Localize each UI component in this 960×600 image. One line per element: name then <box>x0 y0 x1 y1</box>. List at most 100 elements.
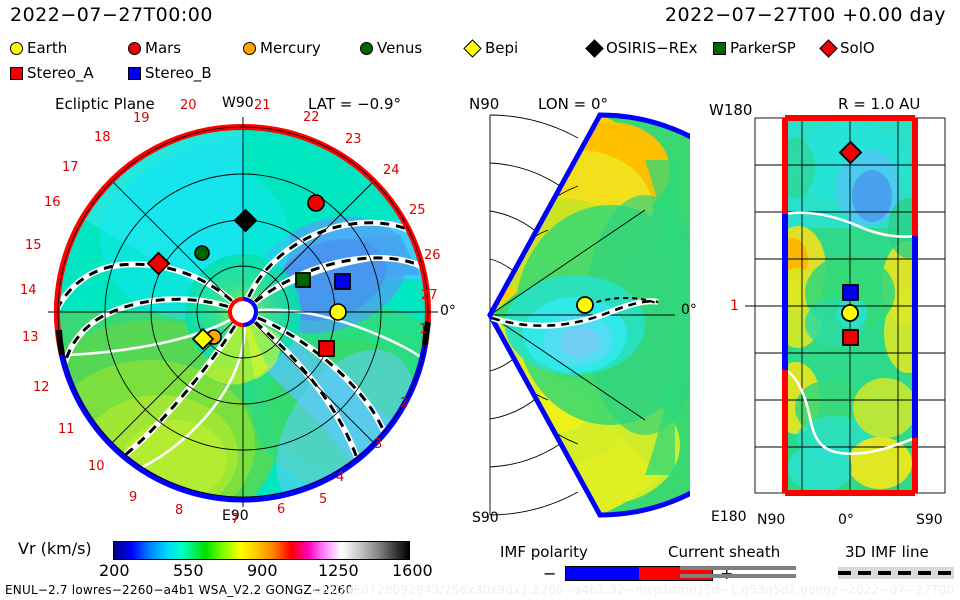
legend-label: Bepi <box>485 39 519 57</box>
legend-label: Stereo_A <box>27 64 94 82</box>
hour-label: 11 <box>58 422 75 437</box>
hour-label: 2 <box>400 396 409 411</box>
rim-ticks <box>48 117 438 507</box>
legend-label: Venus <box>377 39 423 57</box>
radial-row-label: 1 <box>730 298 739 314</box>
marker-parkersp <box>295 272 311 288</box>
marker-earth <box>576 296 594 314</box>
ecliptic-body-markers <box>146 194 351 357</box>
current-sheath-sample-line <box>680 574 796 578</box>
ecliptic-panel-title: Ecliptic Plane <box>55 95 155 113</box>
colorbar-tick: 900 <box>247 561 278 580</box>
meridional-south-label: S90 <box>472 510 499 526</box>
ecliptic-right-label: 0° <box>440 303 456 319</box>
hour-label: 8 <box>175 503 184 518</box>
radial-current-sheet <box>785 211 915 456</box>
marker-mars <box>307 194 325 212</box>
meridional-right-label: 0° <box>681 302 697 318</box>
imf-3d-sample-line <box>838 571 954 575</box>
marker-venus <box>194 245 210 261</box>
hour-label: 7 <box>231 512 240 527</box>
legend-label: SolO <box>840 39 875 57</box>
hour-label: 4 <box>336 470 345 485</box>
radial-panel-title: R = 1.0 AU <box>838 95 921 113</box>
marker-stereo-a <box>318 340 335 357</box>
marker-stereo-b <box>842 284 859 301</box>
solo-marker-icon <box>819 38 838 58</box>
stereo-b-marker-icon <box>128 66 141 80</box>
hour-label: 15 <box>25 238 42 253</box>
marker-earth <box>329 303 347 321</box>
hour-label: 26 <box>424 248 441 263</box>
radial-polarity-border <box>782 115 918 496</box>
hour-label: 16 <box>44 195 61 210</box>
legend-item-solo: SolO <box>819 38 875 58</box>
ecliptic-lat-label: LAT = −0.9° <box>308 95 401 113</box>
hour-label: 19 <box>133 111 150 126</box>
imf-negative-sign: − <box>543 564 557 583</box>
hour-label: 25 <box>409 203 426 218</box>
hour-label: 6 <box>277 502 286 517</box>
hour-label: 9 <box>129 490 138 505</box>
radial-bottom-label: E180 <box>711 509 747 525</box>
hour-label: 18 <box>94 130 111 145</box>
hour-label: 5 <box>319 492 328 507</box>
marker-osiris-rex <box>233 208 258 233</box>
radial-1au-plot <box>745 115 946 496</box>
radial-top-label: W180 <box>709 101 753 119</box>
meridional-panel-title: LON = 0° <box>538 95 608 113</box>
hour-label: 10 <box>88 459 105 474</box>
colorbar-tick: 1600 <box>392 561 433 580</box>
legend-item-stereo-a: Stereo_A <box>10 64 94 82</box>
legend-label: Stereo_B <box>145 64 212 82</box>
simulation-datetime-right: 2022−07−27T00 +0.00 day <box>664 4 946 26</box>
bepi-marker-icon <box>463 38 482 58</box>
legend-item-bepi: Bepi <box>463 38 519 58</box>
current-sheath-title: Current sheath <box>668 543 781 561</box>
marker-stereo-b <box>334 273 351 290</box>
hour-label: 27 <box>421 288 438 303</box>
colorbar-tick: 200 <box>99 561 130 580</box>
hour-label: 12 <box>33 380 50 395</box>
legend-label: ParkerSP <box>730 39 796 57</box>
hour-label: 1 <box>419 322 428 337</box>
ecliptic-bottom-label: E90 <box>222 508 249 524</box>
legend-item-stereo-b: Stereo_B <box>128 64 212 82</box>
radial-center-label: 0° <box>838 512 854 528</box>
legend-label: Earth <box>27 39 68 57</box>
legend-item-parkersp: ParkerSP <box>713 39 796 57</box>
ecliptic-plane-plot <box>48 117 438 507</box>
run-watermark: UNIQUE0728092943/256x30x90x1.2260−a4b1.3… <box>313 583 960 597</box>
hour-label: 14 <box>20 283 37 298</box>
legend-item-venus: Venus <box>360 39 422 57</box>
stereo-a-marker-icon <box>10 66 23 80</box>
imf-polarity-bar <box>565 566 713 581</box>
vr-colorbar <box>113 541 410 560</box>
marker-earth <box>841 304 859 322</box>
marker-stereo-a <box>842 329 859 346</box>
meridional-north-label: N90 <box>469 95 500 113</box>
hour-label: 24 <box>383 163 400 178</box>
marker-bepi <box>191 327 215 351</box>
legend-item-mars: Mars <box>128 39 181 57</box>
parkersp-marker-icon <box>713 41 726 55</box>
marker-solo <box>838 140 863 165</box>
legend-item-osiris-rex: OSIRIS−REx <box>585 38 698 58</box>
sun-marker-polarity <box>242 297 258 327</box>
current-sheath-sample-line <box>680 566 796 570</box>
venus-marker-icon <box>360 41 373 55</box>
ecliptic-top-label: W90 <box>222 95 254 111</box>
osiris-rex-marker-icon <box>585 38 604 58</box>
run-identifier: ENUL−2.7 lowres−2260−a4b1 WSA_V2.2 GONGZ… <box>5 583 354 597</box>
legend-item-earth: Earth <box>10 39 67 57</box>
meridional-imf-line <box>491 296 659 329</box>
legend-label: Mercury <box>260 39 321 57</box>
simulation-datetime-left: 2022−07−27T00:00 <box>10 4 213 26</box>
imf-polarity-title: IMF polarity <box>500 543 588 561</box>
marker-solo <box>146 251 171 276</box>
mercury-marker-icon <box>243 41 256 55</box>
legend-label: Mars <box>145 39 182 57</box>
legend-label: OSIRIS−REx <box>606 39 698 57</box>
legend-item-mercury: Mercury <box>243 39 321 57</box>
colorbar-tick: 1250 <box>318 561 359 580</box>
